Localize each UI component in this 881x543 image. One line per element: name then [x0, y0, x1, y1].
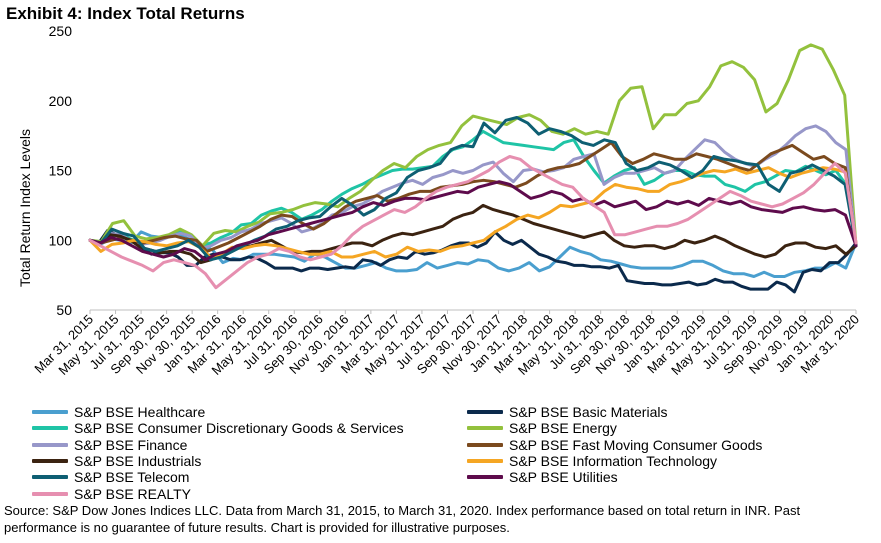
y-tick-label: 100 — [49, 232, 73, 248]
legend-swatch — [32, 442, 68, 447]
legend-item: S&P BSE REALTY — [32, 486, 191, 502]
legend-label: S&P BSE Basic Materials — [509, 404, 668, 420]
y-axis-label: Total Return Index Levels — [17, 129, 33, 287]
y-tick-label: 200 — [49, 93, 73, 109]
legend-label: S&P BSE Industrials — [74, 452, 202, 469]
legend-item: S&P BSE Consumer Discretionary Goods & S… — [32, 420, 404, 436]
legend-swatch — [467, 475, 503, 480]
legend-swatch — [32, 458, 68, 463]
source-note: Source: S&P Dow Jones Indices LLC. Data … — [4, 503, 801, 535]
legend-item: S&P BSE Information Technology — [467, 453, 717, 469]
legend-label: S&P BSE REALTY — [74, 485, 191, 502]
legend-swatch — [32, 491, 68, 496]
legend-item: S&P BSE Finance — [32, 437, 187, 453]
series-line-4 — [88, 43, 858, 248]
legend-swatch — [467, 426, 503, 431]
legend-item: S&P BSE Healthcare — [32, 404, 205, 420]
legend-label: S&P BSE Healthcare — [74, 404, 206, 420]
legend-swatch — [32, 410, 68, 414]
legend-swatch — [32, 475, 68, 480]
series-line-3 — [88, 129, 858, 248]
y-tick-label: 150 — [49, 163, 73, 179]
legend-item: S&P BSE Fast Moving Consumer Goods — [467, 437, 762, 453]
chart-series-lines — [88, 43, 858, 294]
legend-label: S&P BSE Consumer Discretionary Goods & S… — [74, 420, 404, 437]
legend-label: S&P BSE Finance — [74, 436, 188, 453]
legend-swatch — [467, 458, 503, 463]
legend-item: S&P BSE Industrials — [32, 453, 201, 469]
legend-item: S&P BSE Telecom — [32, 469, 189, 485]
series-line-6 — [88, 141, 858, 253]
series-line-5 — [88, 124, 858, 251]
legend-label: S&P BSE Utilities — [509, 469, 618, 486]
legend-swatch — [467, 410, 503, 414]
legend-item: S&P BSE Energy — [467, 420, 617, 436]
chart-title: Exhibit 4: Index Total Returns — [6, 4, 245, 23]
legend-item: S&P BSE Utilities — [467, 469, 618, 485]
series-line-9 — [88, 116, 858, 262]
series-line-10 — [88, 180, 858, 262]
legend-swatch — [467, 442, 503, 447]
y-tick-label: 250 — [49, 23, 73, 39]
legend-label: S&P BSE Information Technology — [509, 452, 718, 469]
legend-label: S&P BSE Energy — [509, 420, 617, 437]
series-line-11 — [88, 155, 858, 290]
y-tick-label: 50 — [56, 302, 72, 318]
legend-label: S&P BSE Telecom — [74, 469, 190, 486]
legend-item: S&P BSE Basic Materials — [467, 404, 667, 420]
legend-label: S&P BSE Fast Moving Consumer Goods — [509, 436, 763, 453]
legend-swatch — [32, 426, 68, 431]
